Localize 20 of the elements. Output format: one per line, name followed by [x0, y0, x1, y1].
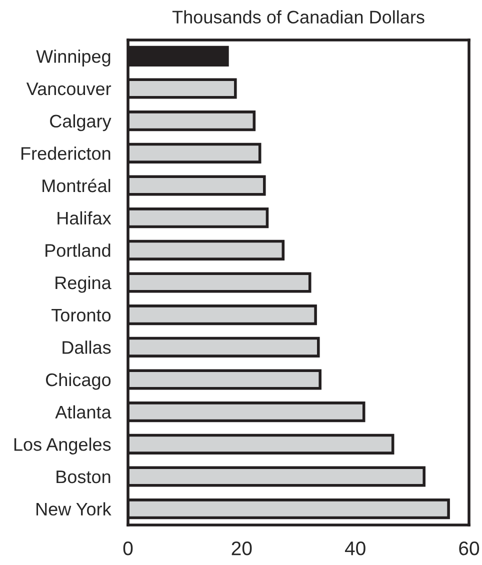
x-tick-label: 60	[459, 541, 480, 556]
y-tick-label: Chicago	[46, 372, 111, 390]
y-tick-label: Vancouver	[26, 82, 112, 96]
chart-title: Thousands of Canadian Dollars	[172, 10, 424, 24]
x-tick-label: 0	[123, 541, 133, 556]
x-tick-label: 40	[344, 541, 366, 556]
y-tick-label: Dallas	[62, 340, 111, 354]
y-tick-label: Winnipeg	[36, 50, 110, 66]
y-tick-label: Portland	[46, 244, 110, 257]
y-tick-label: Toronto	[52, 308, 111, 322]
y-tick-label: Boston	[56, 470, 110, 484]
y-tick-label: Regina	[56, 276, 112, 293]
y-tick-label: New York	[36, 502, 112, 516]
y-tick-label: Calgary	[50, 114, 112, 132]
y-tick-label: Halifax	[58, 211, 112, 225]
y-tick-label: Atlanta	[55, 405, 112, 419]
y-tick-label: Montréal	[42, 178, 110, 192]
x-tick-label: 20	[232, 541, 252, 556]
y-tick-label: Fredericton	[22, 146, 110, 160]
y-tick-label: Los Angeles	[14, 438, 111, 454]
